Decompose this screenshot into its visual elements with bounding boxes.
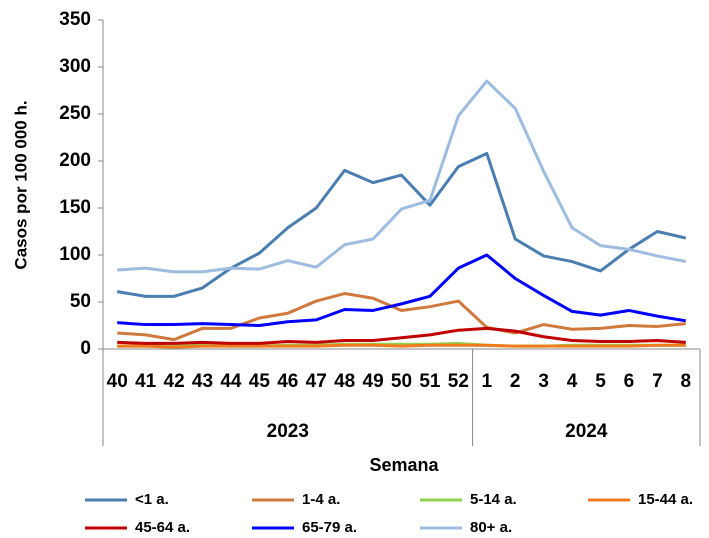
x-tick-label: 51 xyxy=(419,371,441,392)
series-line xyxy=(117,79,687,274)
y-tick-label: 250 xyxy=(59,103,91,124)
y-tick-label: 300 xyxy=(59,56,91,77)
y-tick-label: 100 xyxy=(59,244,91,265)
x-tick-label: 5 xyxy=(595,371,606,392)
x-tick-label: 44 xyxy=(220,371,242,392)
x-tick-label: 43 xyxy=(192,371,213,392)
series-line xyxy=(116,151,687,298)
series-line xyxy=(117,292,686,342)
legend-label: 65-79 a. xyxy=(302,519,357,536)
y-tick-label: 350 xyxy=(59,9,91,30)
x-tick-label: 8 xyxy=(680,371,691,392)
x-tick-label: 48 xyxy=(334,371,355,392)
legend-label: 5-14 a. xyxy=(470,491,517,508)
legend-label: 45-64 a. xyxy=(135,519,190,536)
x-tick-label: 46 xyxy=(277,371,298,392)
group-label: 2024 xyxy=(565,421,608,442)
x-tick-label: 3 xyxy=(538,371,549,392)
series-line xyxy=(117,326,686,345)
y-axis-title: Casos por 100 000 h. xyxy=(11,100,30,269)
group-label: 2023 xyxy=(267,421,309,442)
series-line xyxy=(117,343,686,349)
y-tick-label: 150 xyxy=(59,197,91,218)
x-tick-label: 49 xyxy=(363,371,384,392)
legend-label: <1 a. xyxy=(135,491,169,508)
x-tick-label: 2 xyxy=(510,371,521,392)
x-tick-label: 47 xyxy=(306,371,327,392)
legend-label: 15-44 a. xyxy=(638,491,693,508)
x-tick-label: 45 xyxy=(249,371,271,392)
x-tick-label: 41 xyxy=(135,371,157,392)
y-tick-label: 50 xyxy=(70,291,91,312)
x-tick-label: 1 xyxy=(481,371,492,392)
x-tick-label: 42 xyxy=(164,371,185,392)
x-axis-title: Semana xyxy=(369,455,439,475)
x-tick-label: 52 xyxy=(448,371,469,392)
x-tick-label: 40 xyxy=(107,371,128,392)
legend-label: 80+ a. xyxy=(470,519,512,536)
y-tick-label: 0 xyxy=(80,338,91,359)
legend-label: 1-4 a. xyxy=(302,491,340,508)
y-tick-label: 200 xyxy=(59,150,91,171)
x-tick-label: 7 xyxy=(652,371,663,392)
x-tick-label: 4 xyxy=(567,371,578,392)
x-tick-label: 6 xyxy=(624,371,635,392)
series-line xyxy=(117,253,687,327)
x-tick-label: 50 xyxy=(391,371,412,392)
